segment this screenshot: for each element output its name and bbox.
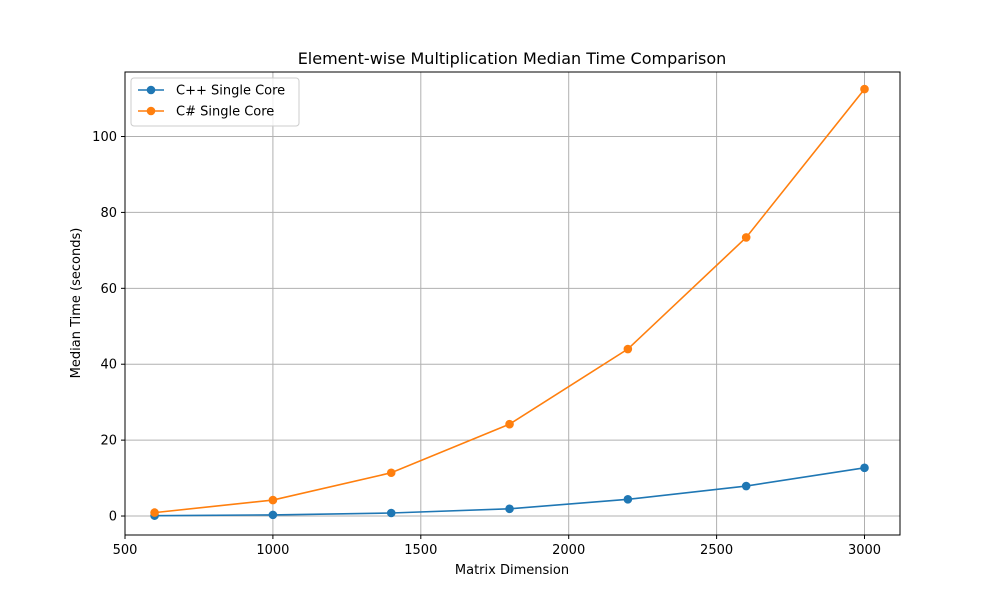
data-point: [741, 481, 751, 491]
x-axis-label: Matrix Dimension: [455, 563, 569, 578]
x-axis-ticks: 500 1000 1500 2000 2500 3000: [113, 535, 881, 558]
y-tick-label: 0: [109, 510, 117, 525]
legend-entries: C++ Single Core C# Single Core: [138, 84, 285, 120]
x-tick-label: 500: [113, 543, 138, 558]
data-point: [150, 508, 159, 517]
data-point: [623, 495, 633, 504]
data-point: [505, 419, 514, 429]
legend-label: C++ Single Core: [176, 84, 285, 99]
y-axis-label: Median Time (seconds): [69, 228, 84, 379]
data-point: [741, 233, 751, 242]
legend-marker: [146, 106, 156, 116]
series-csharp-single-core: [150, 84, 869, 517]
series-cpp-single-core: [150, 463, 869, 520]
data-point: [623, 344, 633, 354]
legend-entry: C++ Single Core: [138, 84, 285, 99]
legend: C++ Single Core C# Single Core: [130, 77, 300, 127]
chart-title: Element-wise Multiplication Median Time …: [298, 49, 727, 68]
data-point: [268, 495, 278, 505]
legend-box: [130, 77, 300, 127]
series-layer: [150, 84, 869, 520]
legend-marker: [146, 85, 156, 95]
y-tick-label: 20: [100, 434, 117, 449]
grid-lines: [124, 72, 900, 535]
x-tick-label: 2500: [700, 543, 733, 558]
x-tick-label: 1000: [256, 543, 289, 558]
y-tick-label: 100: [92, 130, 117, 145]
x-tick-label: 3000: [848, 543, 881, 558]
legend-label: C# Single Core: [176, 105, 274, 120]
data-point: [386, 468, 396, 478]
legend-entry: C# Single Core: [138, 105, 274, 120]
data-point: [386, 508, 396, 518]
data-point: [505, 504, 514, 514]
data-point: [860, 84, 869, 94]
plot-area: [124, 71, 901, 536]
data-point: [860, 463, 869, 473]
x-tick-label: 1500: [404, 543, 437, 558]
x-tick-label: 2000: [552, 543, 585, 558]
y-axis-ticks: 0 20 40 60 80 100: [92, 130, 125, 525]
y-tick-label: 60: [100, 282, 117, 297]
data-point: [268, 510, 278, 520]
y-tick-label: 40: [100, 358, 117, 373]
y-tick-label: 80: [100, 206, 117, 221]
